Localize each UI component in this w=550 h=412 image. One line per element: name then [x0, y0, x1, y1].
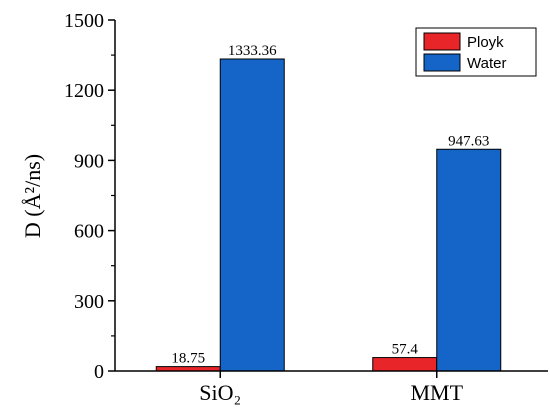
data-labels-group: 18.75 1333.36 57.4 947.63	[171, 43, 489, 367]
x-category-label: MMT	[410, 380, 463, 405]
y-tick-label: 0	[94, 361, 104, 383]
bar-ployk-1	[372, 357, 438, 372]
legend-label-ployk: Ployk	[467, 34, 504, 51]
data-label: 18.75	[171, 351, 205, 367]
y-ticks-group: 0 300 600 900 1200 1500	[64, 10, 115, 383]
data-label: 57.4	[392, 342, 419, 358]
legend-swatch-ployk	[423, 32, 461, 51]
bar-water-0	[219, 58, 285, 372]
y-axis-label: D (Å²/ns)	[20, 154, 45, 238]
x-categories-group: SiO₂ MMT	[199, 371, 464, 405]
y-tick-label: 600	[74, 221, 104, 243]
bar-water-1	[436, 148, 502, 372]
x-category-label: SiO₂	[199, 380, 241, 405]
bars-group	[155, 58, 502, 372]
legend-swatch-water	[423, 53, 461, 72]
data-label: 947.63	[448, 133, 489, 149]
y-tick-label: 300	[74, 291, 104, 313]
y-tick-label: 1500	[64, 10, 104, 32]
data-label: 1333.36	[228, 43, 277, 59]
y-tick-label: 1200	[64, 80, 104, 102]
y-tick-label: 900	[74, 150, 104, 172]
legend-label-water: Water	[467, 55, 506, 72]
legend: Ployk Water	[415, 27, 537, 77]
